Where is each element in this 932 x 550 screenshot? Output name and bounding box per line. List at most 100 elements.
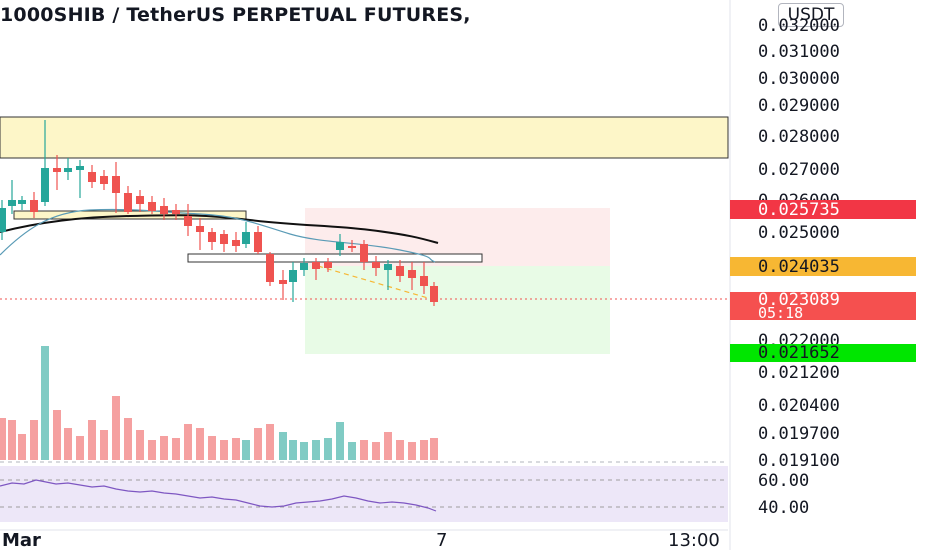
volume-bar (324, 438, 332, 460)
volume-bar (18, 434, 26, 460)
candle-body[interactable] (360, 244, 368, 262)
candle-body[interactable] (172, 210, 180, 214)
volume-bar (172, 438, 180, 460)
volume-bar (289, 440, 297, 460)
candle-body[interactable] (220, 234, 228, 244)
candle-body[interactable] (279, 280, 287, 284)
volume-bar (384, 432, 392, 460)
candle-body[interactable] (76, 166, 84, 170)
price-tick: 0.020400 (758, 396, 840, 416)
volume-bar (0, 418, 6, 460)
currency-unit-button[interactable]: USDT (778, 3, 844, 27)
candle-body[interactable] (8, 200, 16, 206)
candle-body[interactable] (420, 276, 428, 286)
rsi-line (0, 479, 437, 512)
candle-body[interactable] (266, 254, 274, 282)
volume-bar (136, 430, 144, 460)
stop-price-label: 0.025735 (758, 200, 840, 220)
candle-body[interactable] (254, 232, 262, 252)
volume-bar (8, 420, 16, 460)
volume-bar (360, 440, 368, 460)
time-axis[interactable]: Mar 7 13:00 (2, 530, 720, 550)
candle-body[interactable] (336, 242, 344, 250)
candle-body[interactable] (208, 232, 216, 242)
price-axis[interactable]: 0.032000 0.031000 0.030000 0.029000 0.02… (758, 16, 840, 471)
candle-body[interactable] (136, 196, 144, 204)
candle-body[interactable] (289, 270, 297, 282)
entry-price-badge[interactable] (730, 257, 916, 276)
candle-body[interactable] (148, 202, 156, 211)
candle-body[interactable] (348, 246, 356, 248)
price-tick: 0.032000 (758, 16, 840, 36)
candle-body[interactable] (384, 264, 392, 270)
volume-bar (430, 438, 438, 460)
candlestick-series (0, 120, 438, 306)
volume-bar (348, 442, 356, 460)
volume-bar (148, 440, 156, 460)
moving-average-fast-line (0, 208, 436, 263)
volume-bar (279, 432, 287, 460)
volume-bar (232, 438, 240, 460)
volume-bar (208, 436, 216, 460)
candle-body[interactable] (312, 262, 320, 269)
price-badges: 0.025735 0.024035 0.023089 05:18 0.02165… (730, 200, 916, 363)
candle-body[interactable] (396, 266, 404, 276)
price-tick: 0.030000 (758, 69, 840, 89)
candle-body[interactable] (30, 200, 38, 212)
entry-price-label: 0.024035 (758, 257, 840, 277)
volume-bar (53, 410, 61, 460)
volume-bar (396, 440, 404, 460)
volume-bar (160, 436, 168, 460)
stop-price-badge[interactable] (730, 200, 916, 219)
volume-bar (100, 430, 108, 460)
candle-body[interactable] (408, 270, 416, 278)
candle-body[interactable] (324, 262, 332, 268)
candle-body[interactable] (41, 168, 49, 202)
rsi-axis[interactable]: 60.00 40.00 (758, 471, 809, 518)
price-tick: 0.027000 (758, 160, 840, 180)
candle-body[interactable] (430, 286, 438, 302)
candle-body[interactable] (184, 216, 192, 226)
candle-countdown: 05:18 (758, 304, 803, 322)
candle-body[interactable] (124, 193, 132, 212)
volume-bar (254, 428, 262, 460)
take-profit-zone[interactable] (305, 266, 610, 354)
trend-projection-line (317, 265, 429, 299)
candle-body[interactable] (0, 208, 6, 232)
range-box[interactable] (187, 253, 483, 263)
price-tick: 0.025000 (758, 223, 840, 243)
volume-bar (242, 440, 250, 460)
candle-body[interactable] (242, 232, 250, 244)
volume-bar (124, 418, 132, 460)
price-tick: 0.029000 (758, 96, 840, 116)
target-price-badge[interactable] (730, 344, 916, 362)
candle-body[interactable] (300, 263, 308, 270)
candle-body[interactable] (372, 262, 380, 268)
candle-body[interactable] (88, 172, 96, 182)
candle-body[interactable] (112, 176, 120, 193)
candle-body[interactable] (196, 226, 204, 232)
candle-body[interactable] (160, 206, 168, 214)
rsi-panel[interactable] (0, 466, 728, 522)
last-price-label: 0.023089 (758, 290, 840, 310)
volume-series (0, 346, 438, 460)
supply-zone[interactable] (0, 116, 729, 159)
last-price-badge[interactable] (730, 292, 916, 320)
time-label-day: 7 (436, 530, 447, 550)
price-tick: 0.031000 (758, 42, 840, 62)
candle-body[interactable] (100, 176, 108, 184)
price-tick: 0.019100 (758, 451, 840, 471)
volume-bar (196, 428, 204, 460)
moving-average-slow-line (0, 214, 439, 244)
rsi-tick: 40.00 (758, 498, 809, 518)
candle-body[interactable] (232, 240, 240, 246)
volume-bar (64, 428, 72, 460)
candle-body[interactable] (53, 168, 61, 172)
candle-body[interactable] (18, 200, 26, 204)
volume-bar (184, 424, 192, 460)
price-tick: 0.028000 (758, 127, 840, 147)
candle-body[interactable] (64, 168, 72, 172)
volume-bar (300, 442, 308, 460)
